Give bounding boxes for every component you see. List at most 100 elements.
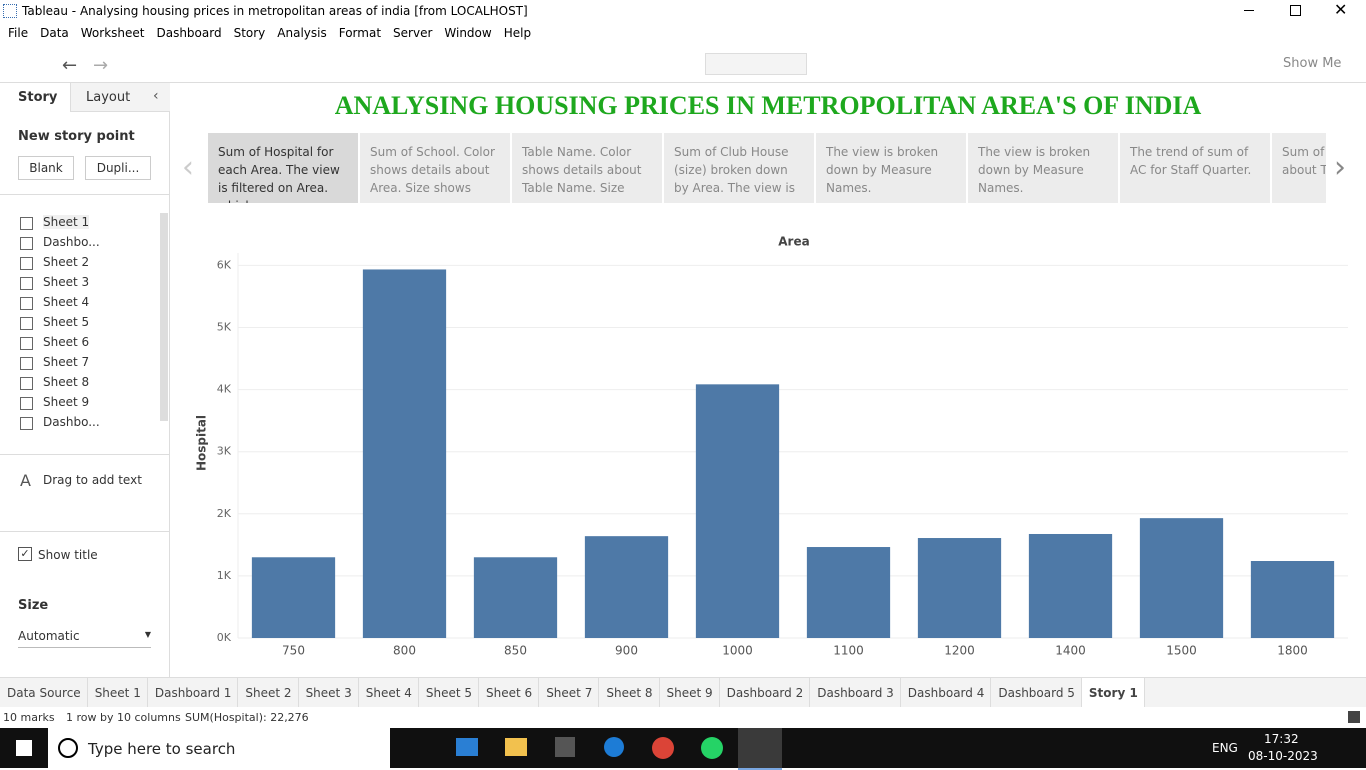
restore[interactable] [1290, 5, 1301, 16]
undo[interactable]: ← [62, 55, 78, 76]
search-box[interactable]: Type here to search [48, 728, 390, 768]
drag-text[interactable]: Drag to add text [43, 473, 142, 487]
menu-item[interactable]: File [8, 26, 29, 40]
tableau[interactable] [738, 728, 782, 770]
story-point[interactable]: Table Name. Color shows details about Ta… [512, 133, 662, 203]
checkbox[interactable]: ✓ [18, 547, 32, 561]
y-tick-label: 5K [217, 321, 232, 334]
store[interactable] [555, 737, 575, 757]
story-point[interactable]: Sum of Hospital for each Area. The view … [208, 133, 358, 203]
menu-item[interactable]: Dashboard [156, 26, 222, 40]
bar [362, 269, 447, 638]
dropdown[interactable] [705, 53, 807, 75]
app-icon [3, 4, 17, 18]
show-me[interactable]: Show Me [1283, 56, 1342, 71]
size-select[interactable]: Automatic ▼ [18, 629, 151, 648]
edge[interactable] [604, 737, 624, 757]
sheet-tab[interactable]: Sheet 7 [539, 678, 600, 708]
menu-item[interactable]: Help [503, 26, 532, 40]
sheet-tab[interactable]: Sheet 3 [299, 678, 359, 708]
next-arrow[interactable]: › [1334, 150, 1346, 185]
sheet-item[interactable]: Dashbo... [43, 235, 100, 249]
story-point[interactable]: The trend of sum of AC for Staff Quarter… [1120, 133, 1270, 203]
collapse[interactable]: ‹ [153, 88, 159, 104]
close[interactable]: ✕ [1334, 0, 1348, 19]
sheet-item[interactable]: Sheet 2 [43, 255, 90, 269]
sheet-tab[interactable]: Sheet 5 [419, 678, 480, 708]
sheet-tab[interactable]: Dashboard 1 [148, 678, 239, 708]
tab-layout[interactable]: Layout [86, 90, 131, 105]
chart-title: Area [778, 235, 809, 249]
sheet-item[interactable]: Sheet 7 [43, 355, 90, 369]
show-title[interactable]: Show title [38, 548, 98, 562]
x-tick-label: 1400 [1055, 644, 1086, 658]
story-point[interactable]: Sum of School. Color shows details about… [360, 133, 510, 203]
sheet-tab[interactable]: Sheet 9 [660, 678, 720, 708]
sheet-tab[interactable]: Sheet 8 [599, 678, 660, 708]
bar [251, 557, 336, 638]
size-label: Size [18, 598, 49, 613]
whatsapp[interactable] [701, 737, 723, 759]
redo[interactable]: → [93, 55, 109, 76]
story-point[interactable]: The view is broken down by Measure Names… [816, 133, 966, 203]
marks: 10 marks [3, 711, 55, 724]
sheet-icon [20, 217, 33, 230]
minimize[interactable] [1244, 10, 1254, 11]
bar [695, 384, 780, 638]
text-icon: A [20, 471, 31, 490]
story-point[interactable]: The view is broken down by Measure Names… [968, 133, 1118, 203]
bar [1250, 561, 1335, 638]
layout: 1 row by 10 columns [66, 711, 181, 724]
y-axis-label: Hospital [195, 415, 209, 471]
window-title: Tableau - Analysing housing prices in me… [22, 4, 528, 18]
chart: Area Hospital 0K 1K 2K 3K 4K 5K 6K 750 800 850 900… [195, 235, 1348, 658]
sheet-tab[interactable]: Dashboard 2 [720, 678, 811, 708]
start[interactable] [16, 740, 32, 756]
sheet-item[interactable]: Dashbo... [43, 415, 100, 429]
sheet-tab[interactable]: Story 1 [1081, 678, 1145, 708]
menu-item[interactable]: Worksheet [80, 26, 145, 40]
menu-bar: File Data Worksheet Dashboard Story Analysis F… [0, 22, 535, 44]
sheet-item[interactable]: Sheet 9 [43, 395, 90, 409]
sheet-item[interactable]: Sheet 5 [43, 315, 90, 329]
menu-item[interactable]: Analysis [277, 26, 327, 40]
status-bar: 10 marks 1 row by 10 columns SUM(Hospita… [0, 707, 1366, 728]
sheet-tab[interactable]: Sheet 6 [479, 678, 540, 708]
sheet-icon [20, 397, 33, 410]
sheet-tab[interactable]: Sheet 2 [238, 678, 299, 708]
sheet-item[interactable]: Sheet 8 [43, 375, 90, 389]
time: 17:32 [1264, 732, 1299, 746]
sheet-item[interactable]: Sheet 4 [43, 295, 90, 309]
x-tick-label: 1000 [722, 644, 753, 658]
sheet-item[interactable]: Sheet 3 [43, 275, 90, 289]
sheet-tab[interactable]: Data Source [0, 678, 88, 708]
sheet-tab[interactable]: Dashboard 5 [991, 678, 1082, 708]
menu-item[interactable]: Data [40, 26, 69, 40]
menu-item[interactable]: Story [233, 26, 266, 40]
button-duplicate[interactable]: Dupli... [85, 156, 151, 180]
story-point[interactable]: Sum of Color sh about Ta [1272, 133, 1326, 203]
sheet-tab[interactable]: Sheet 4 [359, 678, 419, 708]
sheet-tab[interactable]: Sheet 1 [88, 678, 148, 708]
sheet-icon [20, 317, 33, 330]
title-bar: Tableau - Analysing housing prices in me… [0, 0, 1366, 22]
sheet-icon [20, 257, 33, 270]
bar [806, 547, 891, 638]
prev-arrow[interactable]: ‹ [182, 150, 194, 185]
sheet-item[interactable]: Sheet 6 [43, 335, 90, 349]
sheet-item[interactable]: Sheet 1 [43, 215, 90, 229]
mail[interactable] [456, 738, 478, 756]
tab-story[interactable]: Story [18, 90, 58, 105]
sheet-tab[interactable]: Dashboard 3 [810, 678, 901, 708]
menu-item[interactable]: Format [338, 26, 382, 40]
explorer[interactable] [505, 738, 527, 756]
sheet-tabs: Data Source Sheet 1 Dashboard 1 Sheet 2 Shee… [0, 677, 1366, 708]
story-point[interactable]: Sum of Club House (size) broken down by … [664, 133, 814, 203]
chrome[interactable] [652, 737, 674, 759]
menu-item[interactable]: Window [444, 26, 492, 40]
menu-item[interactable]: Server [393, 26, 433, 40]
view-toggle[interactable] [1348, 711, 1360, 723]
sheet-tab[interactable]: Dashboard 4 [901, 678, 992, 708]
button-blank[interactable]: Blank [18, 156, 74, 180]
